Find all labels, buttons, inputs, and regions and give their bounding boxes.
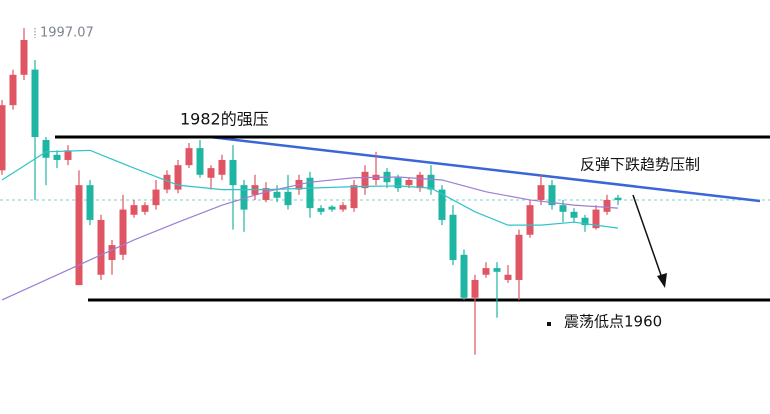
candle-body [174, 165, 182, 190]
candle-body [328, 206, 336, 210]
candle-body [0, 105, 6, 171]
candle-body [53, 154, 61, 160]
candle-body [603, 199, 611, 212]
candle-body [9, 74, 17, 106]
candle-body [515, 234, 523, 280]
candle-body [306, 177, 314, 209]
candle-body [64, 150, 72, 160]
candle-body [537, 185, 545, 200]
candle-body [207, 168, 215, 178]
trend-line [209, 135, 761, 203]
candle-body [119, 209, 127, 255]
candle-body [350, 185, 358, 209]
annotation: 1982的强压 [180, 110, 269, 129]
candle-body [284, 191, 292, 206]
candle-body [229, 159, 237, 186]
candle-body [196, 148, 204, 175]
candle-body [163, 174, 171, 190]
candle-body [339, 205, 347, 210]
candle-body [394, 177, 402, 189]
candle-body [581, 217, 589, 226]
high-label: 1997.07 [40, 26, 94, 41]
candle-body [559, 205, 567, 212]
candle-body [31, 69, 39, 138]
candle-body [504, 274, 512, 280]
candle-body [75, 185, 83, 286]
annotation: 反弹下跌趋势压制 [580, 156, 700, 174]
candle-body [614, 197, 622, 200]
candle-body [548, 185, 556, 206]
candle-body [471, 279, 479, 298]
candle-body [482, 268, 490, 275]
candle-body [130, 205, 138, 215]
candle-body [361, 171, 369, 189]
bullet [547, 322, 551, 326]
moving-average [1, 149, 619, 229]
candle-body [20, 39, 28, 75]
candle-body [317, 208, 325, 212]
candle-body [493, 268, 501, 272]
arrow-shaft [632, 194, 663, 279]
candle-body [526, 205, 534, 235]
candle-body [97, 219, 105, 275]
annotation: 震荡低点1960 [564, 313, 662, 331]
candle-body [273, 191, 281, 198]
candle-body [405, 179, 413, 186]
moving-average [1, 176, 619, 301]
arrow-head [657, 273, 667, 288]
candle-body [86, 185, 94, 220]
candle-body [570, 211, 578, 218]
candle-body [218, 159, 226, 175]
candle-body [438, 189, 446, 220]
candle-body [427, 174, 435, 190]
candle-body [108, 245, 116, 260]
candle-body [416, 174, 424, 189]
candle-body [141, 205, 149, 212]
candle-body [42, 139, 50, 158]
candle-body [262, 188, 270, 200]
candle-body [240, 185, 248, 210]
candle-body [185, 148, 193, 166]
candle-body [592, 209, 600, 229]
candle-body [460, 254, 468, 298]
candle-body [449, 214, 457, 260]
candle-body [152, 189, 160, 206]
